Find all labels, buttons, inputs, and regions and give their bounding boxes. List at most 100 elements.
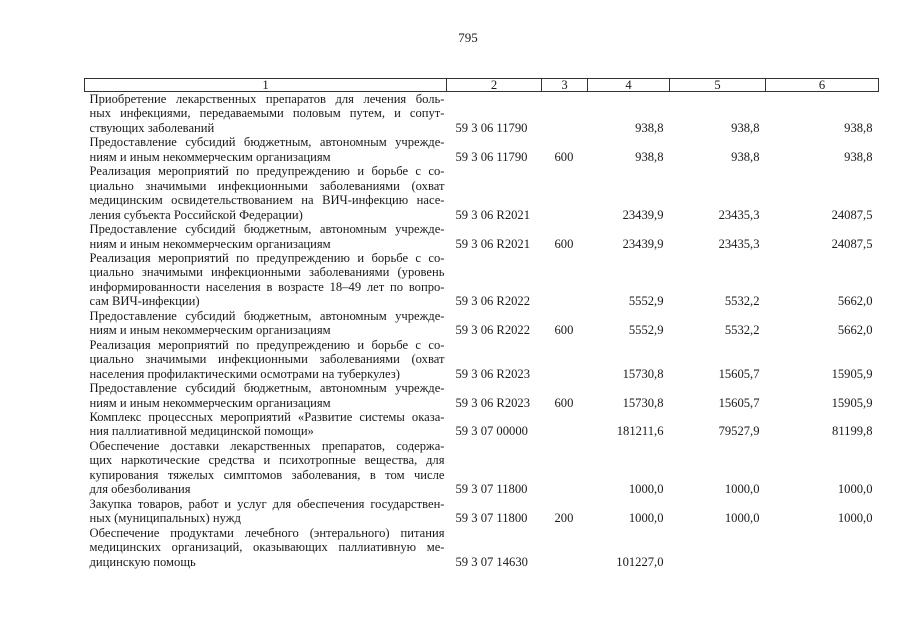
row-description: Предоставление субсидий бюджетным, автон… xyxy=(85,135,447,164)
description-line: Предоставление субсидий бюджетным, автон… xyxy=(89,135,445,150)
row-code: 59 3 07 00000 xyxy=(455,424,528,439)
row-code: 59 3 06 R2021 xyxy=(455,236,531,251)
description-line: Реализация мероприятий по предупреждению… xyxy=(89,164,445,179)
row-value-col4: 23439,9 xyxy=(622,207,664,222)
row-description: Приобретение лекарственных препаратов дл… xyxy=(85,92,447,136)
description-line: Приобретение лекарственных препаратов дл… xyxy=(89,92,445,106)
description-line: щих наркотические средства и психотропны… xyxy=(89,453,445,468)
header-col-6: 6 xyxy=(765,78,879,92)
table-row: Реализация мероприятий по предупреждению… xyxy=(85,251,879,309)
row-expense-type xyxy=(542,526,588,569)
table-row: Предоставление субсидий бюджетным, автон… xyxy=(85,381,879,410)
row-value-col4: 15730,8 xyxy=(622,366,664,381)
row-value-col6: 938,8 xyxy=(844,149,873,164)
row-expense-type xyxy=(542,92,588,136)
description-line: Комплекс процессных мероприятий «Развити… xyxy=(89,409,445,424)
row-expense-type xyxy=(542,164,588,222)
row-value-col4: 23439,9 xyxy=(622,236,664,251)
row-description: Предоставление субсидий бюджетным, автон… xyxy=(85,222,447,251)
row-value-col5: 23435,3 xyxy=(718,236,760,251)
description-line: для обезболивания xyxy=(89,482,191,497)
header-row: 1 2 3 4 5 6 xyxy=(84,78,879,92)
row-description: Комплекс процессных мероприятий «Развити… xyxy=(85,410,447,439)
row-value-col5: 79527,9 xyxy=(718,424,760,439)
row-code: 59 3 07 11800 xyxy=(455,482,528,497)
description-line: ниям и иным некоммерческим организациям xyxy=(89,236,331,251)
table-row: Предоставление субсидий бюджетным, автон… xyxy=(85,222,879,251)
description-line: циально значимыми инфекционными заболева… xyxy=(89,178,445,193)
table-row: Приобретение лекарственных препаратов дл… xyxy=(85,92,879,136)
table-row: Реализация мероприятий по предупреждению… xyxy=(85,338,879,381)
row-description: Предоставление субсидий бюджетным, автон… xyxy=(85,381,447,410)
row-value-col5: 15605,7 xyxy=(718,395,760,410)
description-line: дицинскую помощь xyxy=(89,554,196,569)
row-expense-type xyxy=(542,410,588,439)
description-line: Закупка товаров, работ и услуг для обесп… xyxy=(89,496,445,511)
row-value-col5: 1000,0 xyxy=(724,482,760,497)
table-row: Комплекс процессных мероприятий «Развити… xyxy=(85,410,879,439)
row-value-col6: 5662,0 xyxy=(837,323,873,338)
description-line: ления субъекта Российской Федерации) xyxy=(89,207,303,222)
table-row: Закупка товаров, работ и услуг для обесп… xyxy=(85,497,879,526)
header-col-1: 1 xyxy=(84,78,447,92)
row-expense-type xyxy=(542,338,588,381)
row-value-col5: 938,8 xyxy=(731,149,760,164)
description-line: медицинским освидетельствованием на ВИЧ-… xyxy=(89,193,445,208)
description-line: Реализация мероприятий по предупреждению… xyxy=(89,250,445,265)
page-number: 795 xyxy=(458,30,478,45)
row-value-col6 xyxy=(766,526,879,569)
description-line: ниям и иным некоммерческим организациям xyxy=(89,149,331,164)
row-value-col5: 5532,2 xyxy=(724,294,760,309)
row-code: 59 3 06 R2023 xyxy=(455,395,531,410)
table-row: Предоставление субсидий бюджетным, автон… xyxy=(85,135,879,164)
description-line: циально значимыми инфекционными заболева… xyxy=(89,265,445,280)
description-line: ниям и иным некоммерческим организациям xyxy=(89,323,331,338)
table-row: Реализация мероприятий по предупреждению… xyxy=(85,164,879,222)
row-expense-type: 600 xyxy=(554,395,574,410)
row-code: 59 3 06 R2022 xyxy=(455,294,531,309)
description-line: Предоставление субсидий бюджетным, автон… xyxy=(89,381,445,396)
row-value-col4: 5552,9 xyxy=(628,294,664,309)
row-value-col4: 1000,0 xyxy=(628,511,664,526)
description-line: Обеспечение доставки лекарственных препа… xyxy=(89,438,445,453)
description-line: Обеспечение продуктами лечебного (энтера… xyxy=(89,525,445,540)
row-code: 59 3 06 11790 xyxy=(455,120,528,135)
row-expense-type: 600 xyxy=(554,149,574,164)
row-code: 59 3 06 R2021 xyxy=(455,207,531,222)
row-value-col6: 24087,5 xyxy=(831,236,873,251)
row-description: Обеспечение доставки лекарственных препа… xyxy=(85,439,447,497)
row-code: 59 3 06 R2023 xyxy=(455,366,531,381)
row-description: Реализация мероприятий по предупреждению… xyxy=(85,251,447,309)
row-description: Реализация мероприятий по предупреждению… xyxy=(85,338,447,381)
row-description: Предоставление субсидий бюджетным, автон… xyxy=(85,309,447,338)
row-value-col6: 1000,0 xyxy=(837,511,873,526)
row-expense-type xyxy=(542,251,588,309)
row-code: 59 3 07 11800 xyxy=(455,511,528,526)
description-line: Предоставление субсидий бюджетным, автон… xyxy=(89,308,445,323)
row-value-col4: 15730,8 xyxy=(622,395,664,410)
row-expense-type: 600 xyxy=(554,323,574,338)
description-line: циально значимыми инфекционными заболева… xyxy=(89,352,445,367)
description-line: ниям и иным некоммерческим организациям xyxy=(89,395,331,410)
table-row: Обеспечение доставки лекарственных препа… xyxy=(85,439,879,497)
row-description: Реализация мероприятий по предупреждению… xyxy=(85,164,447,222)
row-value-col5: 1000,0 xyxy=(724,511,760,526)
row-expense-type: 600 xyxy=(554,236,574,251)
description-line: купирования тяжелых симптомов заболевани… xyxy=(89,467,445,482)
row-code: 59 3 06 R2022 xyxy=(455,323,531,338)
row-value-col5: 5532,2 xyxy=(724,323,760,338)
row-value-col6: 938,8 xyxy=(844,120,873,135)
row-code: 59 3 07 14630 xyxy=(455,554,528,569)
row-value-col5: 23435,3 xyxy=(718,207,760,222)
description-line: ных инфекциями, передаваемыми половым пу… xyxy=(89,106,445,121)
table-row: Обеспечение продуктами лечебного (энтера… xyxy=(85,526,879,569)
header-col-5: 5 xyxy=(669,78,766,92)
row-value-col6: 5662,0 xyxy=(837,294,873,309)
budget-table: 1 2 3 4 5 6 Приобретение лекарственных п… xyxy=(84,78,879,569)
row-value-col4: 101227,0 xyxy=(616,554,664,569)
header-col-4: 4 xyxy=(587,78,670,92)
description-line: Предоставление субсидий бюджетным, автон… xyxy=(89,222,445,237)
row-value-col5: 938,8 xyxy=(731,120,760,135)
description-line: Реализация мероприятий по предупреждению… xyxy=(89,337,445,352)
header-col-2: 2 xyxy=(446,78,542,92)
